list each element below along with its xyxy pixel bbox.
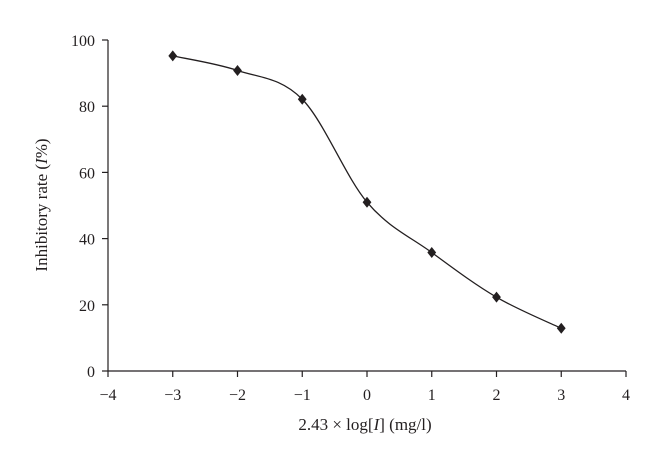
data-point-marker xyxy=(556,322,566,334)
x-tick-label: −3 xyxy=(164,387,181,404)
x-tick-label: −4 xyxy=(99,387,116,404)
x-tick-label: 3 xyxy=(557,387,565,404)
data-point-marker xyxy=(233,64,242,76)
x-tick-label: 1 xyxy=(428,387,436,404)
y-tick-label: 100 xyxy=(71,33,95,50)
data-point-marker xyxy=(492,291,501,303)
data-point-marker xyxy=(297,93,307,105)
x-tick-label: 2 xyxy=(493,387,501,404)
y-tick-label: 40 xyxy=(79,232,95,249)
data-point-marker xyxy=(427,247,437,259)
y-tick-label: 20 xyxy=(79,298,95,315)
y-tick-label: 60 xyxy=(79,165,95,182)
y-axis-title: Inhibitory rate (I%) xyxy=(32,138,51,271)
y-tick-label: 0 xyxy=(87,364,95,381)
x-tick-label: 4 xyxy=(622,387,630,404)
x-tick-label: −1 xyxy=(294,387,311,404)
data-point-marker xyxy=(168,50,178,62)
series-line xyxy=(172,55,562,329)
x-axis-title: 2.43 × log[I] (mg/l) xyxy=(298,415,431,434)
y-tick-label: 80 xyxy=(79,99,95,116)
x-tick-label: −2 xyxy=(229,387,246,404)
x-tick-label: 0 xyxy=(363,387,371,404)
data-point-marker xyxy=(362,196,372,208)
